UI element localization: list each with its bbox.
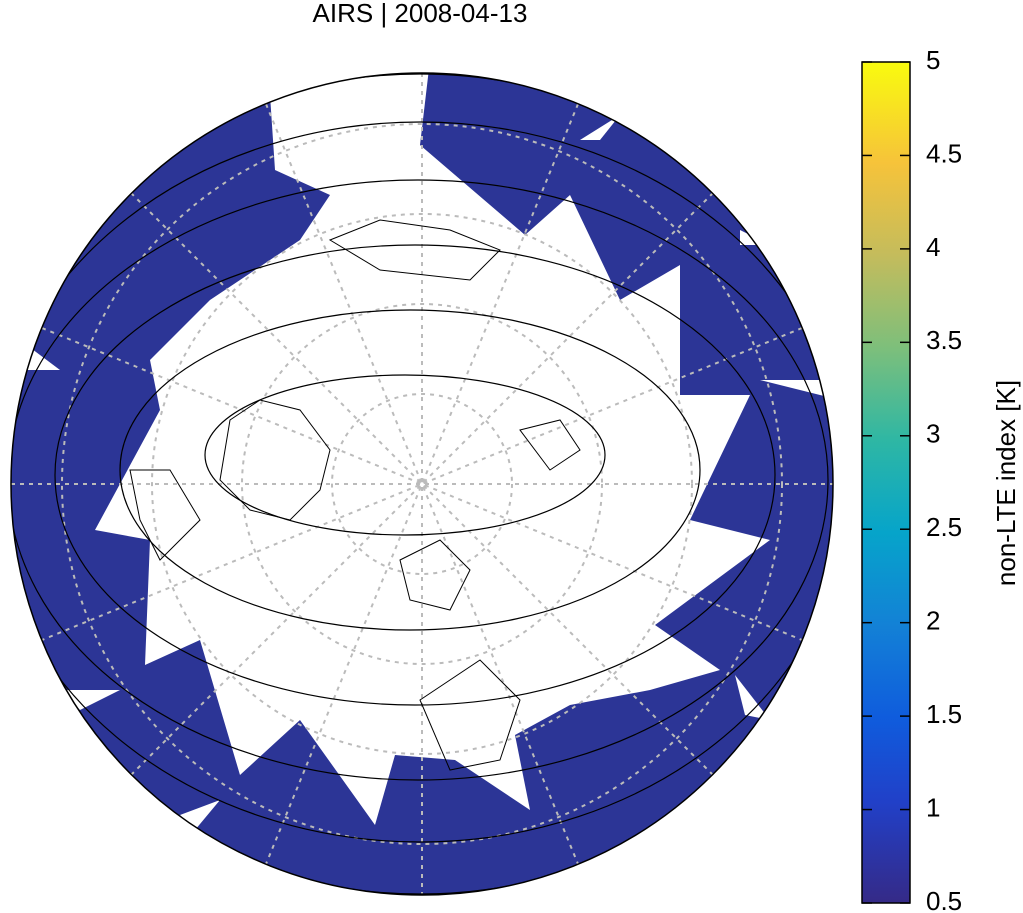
tick-label: 2.5 [926,512,962,542]
data-gap [735,675,770,720]
colorbar-label: non-LTE index [K] [991,380,1021,586]
tick-label: 1 [926,792,940,822]
tick-label: 4.5 [926,138,962,168]
colorbar [861,61,911,904]
tick-label: 2 [926,606,940,636]
data-gap [100,200,140,240]
coastlines [129,219,581,771]
map [11,73,833,895]
map-border [10,72,834,896]
data-gap [95,73,770,825]
tick-label: 1.5 [926,699,962,729]
tick-label: 0.5 [926,886,962,913]
tick-label: 5 [926,45,940,75]
tick-label: 3.5 [926,325,962,355]
data-gap [760,380,833,400]
tick-label: 3 [926,419,940,449]
map-title: AIRS | 2008-04-13 [313,0,528,28]
tick-label: 4 [926,232,940,262]
graticule [11,73,833,895]
orbit-lines [11,73,833,895]
data-gap [580,115,620,140]
